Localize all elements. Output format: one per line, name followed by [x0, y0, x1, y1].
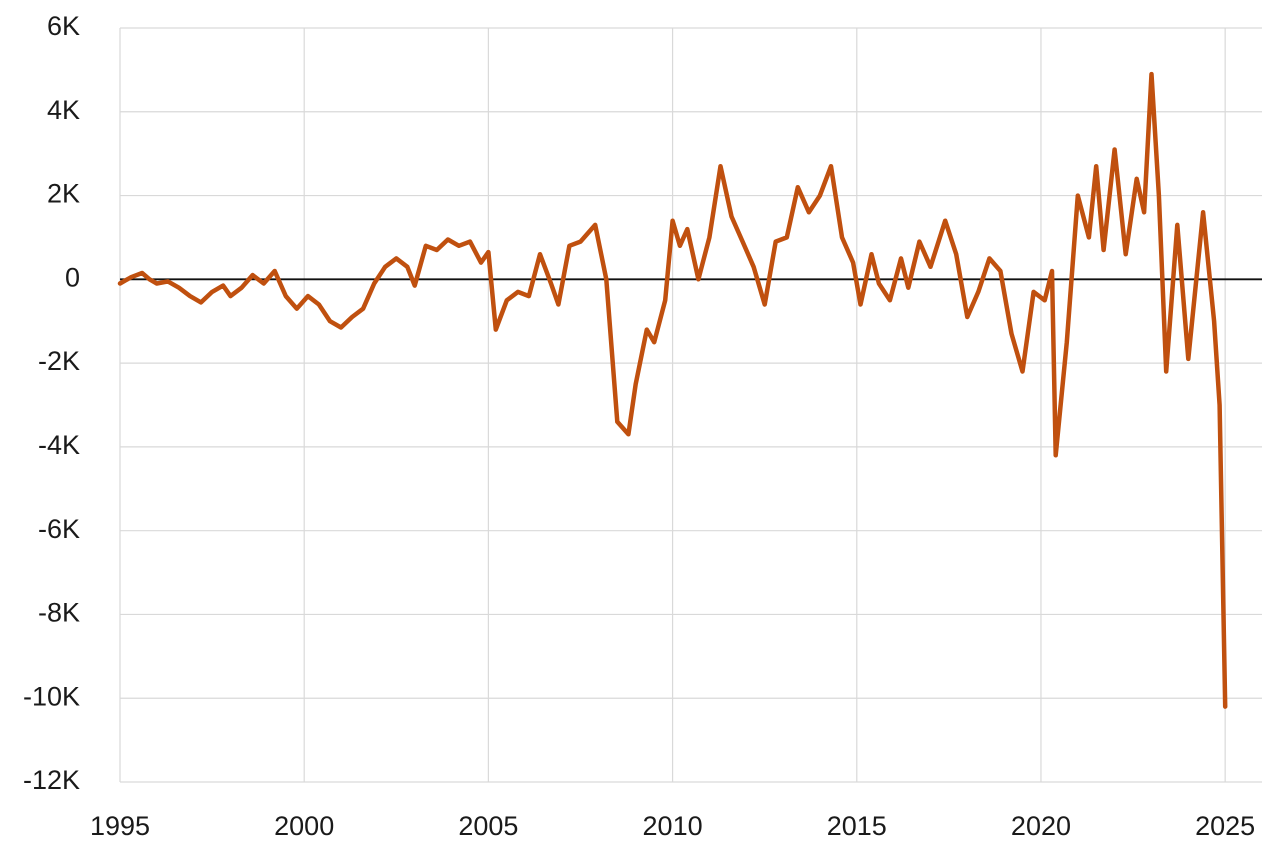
- y-tick-label: -2K: [38, 346, 80, 376]
- y-tick-label: 4K: [47, 95, 80, 125]
- y-tick-label: 2K: [47, 179, 80, 209]
- x-tick-label: 2000: [274, 811, 334, 841]
- x-tick-label: 2015: [827, 811, 887, 841]
- y-tick-label: 6K: [47, 11, 80, 41]
- y-tick-label: -12K: [23, 765, 80, 795]
- x-tick-label: 2020: [1011, 811, 1071, 841]
- y-tick-label: -6K: [38, 514, 80, 544]
- x-tick-label: 2025: [1195, 811, 1255, 841]
- y-tick-label: -8K: [38, 598, 80, 628]
- x-tick-label: 2010: [643, 811, 703, 841]
- x-tick-label: 2005: [458, 811, 518, 841]
- y-tick-label: -4K: [38, 430, 80, 460]
- line-series: [117, 71, 1228, 709]
- x-tick-label: 1995: [90, 811, 150, 841]
- y-tick-label: -10K: [23, 681, 80, 711]
- y-tick-label: 0: [65, 262, 80, 292]
